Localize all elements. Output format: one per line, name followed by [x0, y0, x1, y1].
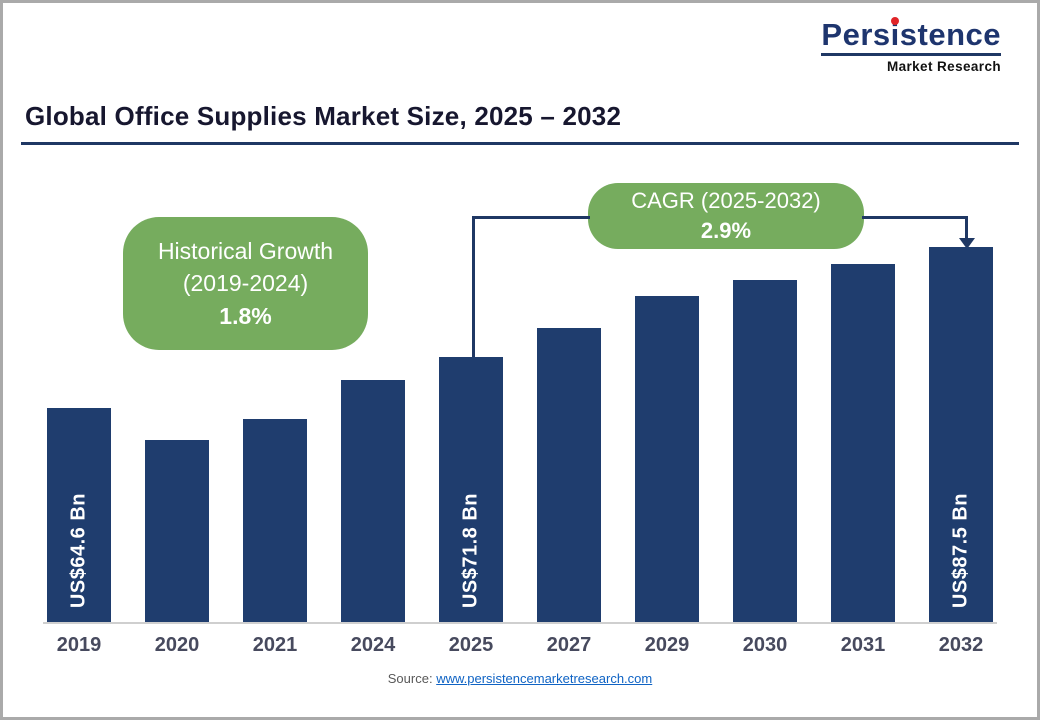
source-label: Source:: [387, 671, 433, 686]
logo-underline: [821, 53, 1001, 56]
x-axis-label-2031: 2031: [840, 634, 886, 656]
x-axis-label-2020: 2020: [154, 634, 200, 656]
x-axis-label-2025: 2025: [448, 634, 494, 656]
title-rule: [21, 142, 1019, 145]
bars-row: US$64.6 Bn US$71.8 Bn US$87.5 Bn: [43, 167, 997, 624]
title-block: Global Office Supplies Market Size, 2025…: [21, 3, 1019, 145]
x-axis-labels: 2019 2020 2021 2024 2025 2027 2029 2030 2031 2032: [43, 634, 997, 657]
bar-column-2027: [533, 328, 605, 622]
x-axis-label-2032: 2032: [938, 634, 984, 656]
page-title: Global Office Supplies Market Size, 2025…: [25, 101, 622, 131]
bar-2031: [831, 264, 895, 622]
x-axis-label-2024: 2024: [350, 634, 396, 656]
bar-2025: US$71.8 Bn: [439, 357, 503, 622]
historical-growth-value: 1.8%: [219, 302, 272, 329]
logo-text-suffix: stence: [899, 17, 1001, 52]
cagr-value: 2.9%: [700, 218, 752, 243]
bar-column-2032: US$87.5 Bn: [925, 247, 997, 622]
bar-column-2025: US$71.8 Bn: [435, 357, 507, 622]
cagr-connector-left-horizontal: [472, 216, 590, 219]
bar-column-2020: [141, 440, 213, 622]
bar-value-label-2019: US$64.6 Bn: [67, 492, 90, 608]
x-axis-label-2021: 2021: [252, 634, 298, 656]
source-link[interactable]: www.persistencemarketresearch.com: [436, 671, 653, 686]
logo-subtitle: Market Research: [886, 59, 1001, 74]
historical-growth-line2: (2019-2024): [182, 270, 309, 297]
logo-wordmark: Persistence: [821, 19, 1001, 50]
x-axis-label-2019: 2019: [56, 634, 102, 656]
bar-2027: [537, 328, 601, 622]
logo-text-prefix: Pers: [821, 17, 891, 52]
cagr-connector-right-vertical: [965, 216, 968, 239]
cagr-connector-left-vertical: [472, 216, 475, 358]
logo-red-dot-i: i: [890, 17, 900, 52]
x-axis-label-2027: 2027: [546, 634, 592, 656]
cagr-line1: CAGR (2025-2032): [631, 188, 821, 214]
bar-2032: US$87.5 Bn: [929, 247, 993, 622]
bar-column-2030: [729, 280, 801, 622]
bar-2030: [733, 280, 797, 622]
arrow-down-icon: [959, 238, 975, 249]
bar-column-2024: [337, 380, 409, 622]
bar-column-2021: [239, 419, 311, 622]
bar-chart: Historical Growth (2019-2024) 1.8% CAGR …: [43, 167, 997, 657]
historical-growth-line1: Historical Growth: [157, 238, 334, 265]
pmr-logo: Persistence Market Research: [821, 19, 1001, 74]
cagr-callout: CAGR (2025-2032) 2.9%: [588, 183, 864, 249]
x-axis-label-2029: 2029: [644, 634, 690, 656]
bar-column-2031: [827, 264, 899, 622]
bar-2024: [341, 380, 405, 622]
bar-2021: [243, 419, 307, 622]
bar-2020: [145, 440, 209, 622]
bar-column-2029: [631, 296, 703, 622]
bar-value-label-2032: US$87.5 Bn: [949, 492, 972, 608]
source-line: Source: www.persistencemarketresearch.co…: [3, 671, 1037, 686]
bar-2019: US$64.6 Bn: [47, 408, 111, 622]
bar-column-2019: US$64.6 Bn: [43, 408, 115, 622]
historical-growth-callout: Historical Growth (2019-2024) 1.8%: [123, 217, 368, 350]
bar-value-label-2025: US$71.8 Bn: [459, 492, 482, 608]
x-axis-label-2030: 2030: [742, 634, 788, 656]
bar-2029: [635, 296, 699, 622]
cagr-connector-right-horizontal: [862, 216, 968, 219]
